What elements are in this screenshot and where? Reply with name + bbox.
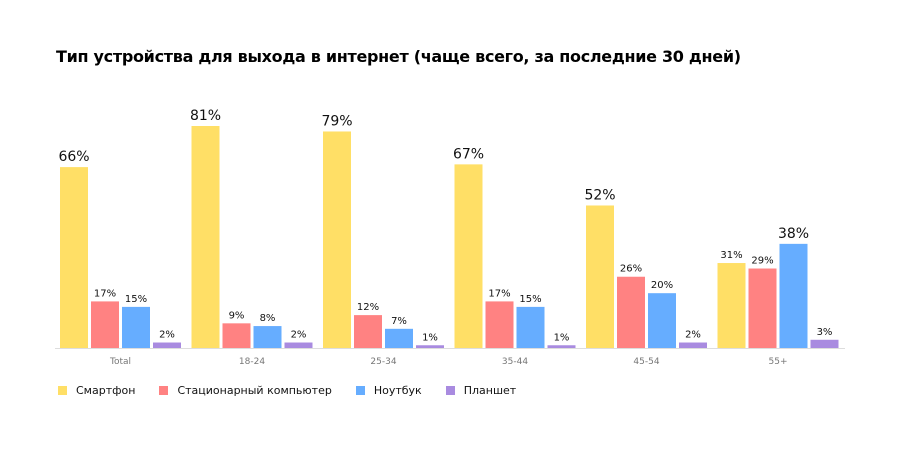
bar <box>385 328 413 348</box>
data-label: 52% <box>584 187 615 203</box>
bar <box>60 167 88 348</box>
bar <box>454 164 483 348</box>
bar <box>586 205 614 348</box>
data-label: 66% <box>58 149 89 165</box>
data-label: 1% <box>422 332 438 343</box>
bar <box>354 315 382 348</box>
data-label: 8% <box>260 313 276 324</box>
data-label: 81% <box>190 108 221 124</box>
data-label: 26% <box>620 264 642 275</box>
data-label: 29% <box>751 256 773 267</box>
data-label: 12% <box>357 302 379 313</box>
data-label: 7% <box>391 316 407 327</box>
legend-label: Смартфон <box>76 384 136 397</box>
legend-item: Ноутбук <box>355 384 422 397</box>
legend-item: Смартфон <box>58 384 135 397</box>
bar <box>547 345 576 348</box>
legend: Смартфон Стационарный компьютер Ноутбук Пла… <box>58 384 540 397</box>
legend-label: Стационарный компьютер <box>177 384 332 397</box>
bar <box>416 345 444 348</box>
legend-label: Ноутбук <box>373 384 422 397</box>
data-label: 15% <box>125 294 147 305</box>
data-label: 2% <box>291 330 307 341</box>
x-tick-label: 25-34 <box>370 357 396 367</box>
bar <box>717 263 746 348</box>
data-label: 15% <box>519 294 541 305</box>
bar <box>153 342 181 348</box>
data-label: 67% <box>453 146 484 162</box>
x-tick-label: 35-44 <box>502 357 528 367</box>
data-label: 20% <box>651 280 673 291</box>
bar <box>648 293 676 348</box>
data-label: 3% <box>817 327 833 338</box>
legend-swatch <box>58 386 67 395</box>
data-label: 2% <box>685 330 701 341</box>
bar <box>516 306 545 348</box>
bar <box>810 339 839 348</box>
bar <box>284 342 313 348</box>
bar <box>222 323 251 348</box>
bar <box>122 306 150 348</box>
bar <box>91 301 119 348</box>
x-tick-label: 18-24 <box>239 357 265 367</box>
x-tick-label: 45-54 <box>633 357 659 367</box>
legend-item: Планшет <box>445 384 517 397</box>
legend-swatch <box>445 386 455 395</box>
bar <box>679 342 707 348</box>
legend-swatch <box>355 386 365 395</box>
data-label: 79% <box>321 113 352 129</box>
x-tick-label: Total <box>109 357 131 367</box>
bar <box>253 326 282 348</box>
data-label: 1% <box>554 332 570 343</box>
data-label: 31% <box>720 250 742 261</box>
x-tick-label: 55+ <box>769 357 788 367</box>
legend-label: Планшет <box>463 384 517 397</box>
data-label: 38% <box>778 226 809 242</box>
data-label: 2% <box>159 330 175 341</box>
data-label: 17% <box>94 288 116 299</box>
bar <box>779 243 808 348</box>
bar <box>617 276 645 348</box>
bar <box>485 301 514 348</box>
legend-swatch <box>159 386 169 395</box>
data-label: 9% <box>229 310 245 321</box>
bar <box>748 268 777 348</box>
chart-title: Тип устройства для выхода в интернет (ча… <box>56 47 741 66</box>
bar <box>191 126 220 348</box>
bar <box>323 131 351 348</box>
data-label: 17% <box>488 288 510 299</box>
legend-item: Стационарный компьютер <box>159 384 332 397</box>
